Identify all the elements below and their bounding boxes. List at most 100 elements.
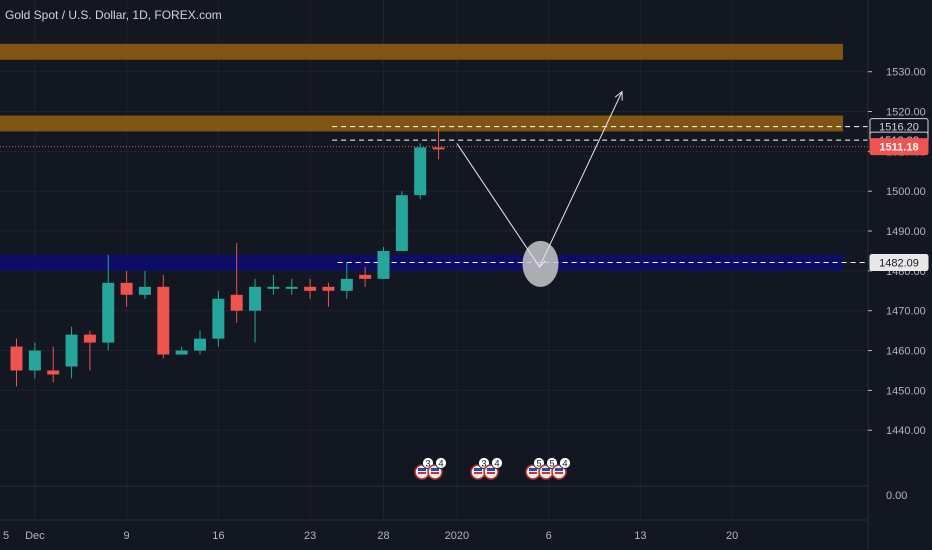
candle[interactable]: [340, 262, 353, 299]
candle-body: [322, 286, 335, 291]
candle-body: [230, 294, 243, 311]
candle[interactable]: [267, 274, 280, 295]
candle-body: [102, 282, 115, 343]
candle[interactable]: [230, 243, 243, 323]
event-count-badge: [559, 457, 571, 469]
event-count-label: 5: [549, 459, 554, 469]
candle[interactable]: [212, 290, 225, 347]
price-tick-label: 1440.00: [886, 425, 926, 437]
candle-body: [194, 338, 206, 351]
time-tick-label: 16: [212, 530, 224, 542]
flag-stripe-icon: [431, 468, 439, 471]
candle-body: [304, 286, 317, 291]
candle[interactable]: [304, 278, 317, 299]
event-count-label: 3: [425, 459, 430, 469]
candle[interactable]: [175, 346, 188, 355]
price-level-label: 1516.20: [869, 118, 929, 136]
price-level-label-box: [869, 138, 929, 156]
candle[interactable]: [395, 191, 408, 251]
flag-stripe-icon: [487, 472, 495, 474]
candle-body: [83, 334, 96, 343]
candle[interactable]: [157, 274, 170, 359]
time-axis[interactable]: 5 Dec 9 16 23 28 2020 6 13 20: [3, 530, 738, 542]
candle-body: [340, 278, 353, 291]
candle-body: [65, 334, 78, 367]
candle[interactable]: [249, 278, 262, 343]
candle[interactable]: [65, 326, 78, 379]
candle-body: [432, 147, 445, 150]
candle-body: [157, 286, 170, 355]
flag-stripe-icon: [418, 472, 426, 474]
resistance-zone[interactable]: [0, 115, 843, 132]
price-level-label-text: 1482.09: [879, 258, 919, 270]
flag-stripe-icon: [529, 472, 537, 474]
price-tick-label: 1450.00: [886, 385, 926, 397]
price-tick-label: 1520.00: [886, 107, 926, 119]
arrow-head: [614, 90, 623, 101]
resistance-zone-top[interactable]: [0, 43, 843, 60]
price-zones: [0, 43, 844, 271]
time-tick-label: Dec: [25, 530, 45, 542]
candle[interactable]: [359, 266, 372, 287]
candles[interactable]: [10, 127, 445, 387]
candle[interactable]: [120, 270, 133, 307]
price-level-label: 1482.09: [869, 254, 929, 272]
flag-stripe-icon: [542, 472, 550, 474]
indicator-tick-label: 0.00: [886, 490, 907, 502]
candle-body: [249, 286, 262, 311]
candle[interactable]: [322, 282, 335, 307]
event-count-label: 5: [536, 459, 541, 469]
time-tick-label: 13: [634, 530, 646, 542]
price-level-label-box: [869, 254, 929, 272]
candle[interactable]: [28, 342, 41, 379]
candle[interactable]: [285, 278, 298, 295]
time-tick-label: 5: [3, 530, 9, 542]
price-level-label-text: 1511.18: [879, 142, 918, 154]
candle-body: [138, 286, 151, 295]
time-tick-label: 20: [726, 530, 738, 542]
flag-stripe-icon: [487, 468, 495, 471]
time-tick-label: 6: [546, 530, 552, 542]
event-count-label: 4: [494, 459, 499, 469]
flag-stripe-icon: [555, 472, 563, 474]
candle[interactable]: [102, 254, 115, 351]
flag-stripe-icon: [474, 472, 482, 474]
candle-body: [414, 147, 427, 196]
price-levels: [0, 126, 868, 264]
candle[interactable]: [47, 346, 60, 383]
time-tick-label: 23: [304, 530, 316, 542]
candle-body: [285, 286, 298, 289]
candle[interactable]: [138, 270, 151, 299]
drawing-annotations[interactable]: [456, 90, 623, 287]
candle-body: [120, 282, 133, 295]
event-count-badge: [491, 457, 503, 469]
candle-body: [10, 346, 23, 371]
candle-body: [175, 350, 188, 355]
candle[interactable]: [194, 330, 206, 355]
chart-title: Gold Spot / U.S. Dollar, 1D, FOREX.com: [5, 8, 222, 22]
event-count-label: 4: [438, 459, 443, 469]
price-tick-label: 1490.00: [886, 226, 926, 238]
event-count-label: 3: [481, 459, 486, 469]
candle[interactable]: [414, 143, 427, 200]
price-level-label-text: 1516.20: [879, 122, 919, 134]
candle-body: [267, 286, 280, 289]
candle[interactable]: [10, 338, 23, 387]
candle-body: [212, 298, 225, 339]
flag-stripe-icon: [529, 468, 537, 471]
candle[interactable]: [432, 127, 445, 160]
candle-body: [377, 250, 390, 279]
candle-body: [359, 274, 372, 279]
candle-body: [395, 195, 408, 251]
time-tick-label: 28: [377, 530, 389, 542]
candle[interactable]: [83, 330, 96, 371]
candle[interactable]: [377, 246, 390, 279]
